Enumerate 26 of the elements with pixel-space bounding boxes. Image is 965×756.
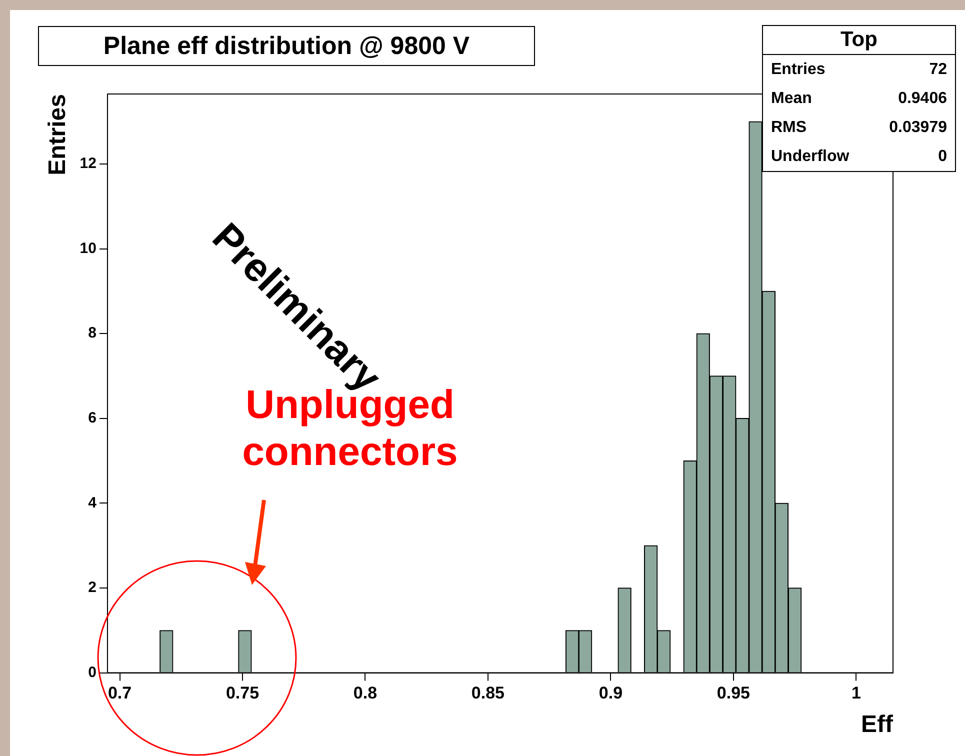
y-tick-label: 12 <box>80 155 96 172</box>
text: 0 <box>938 147 947 167</box>
y-tick-label: 10 <box>80 240 96 257</box>
y-axis-title: Entries <box>44 94 72 176</box>
text: Top <box>763 26 955 55</box>
x-tick-label: 0.75 <box>226 684 260 703</box>
text: 72 <box>929 60 947 80</box>
annotation: 0.03979 <box>889 118 947 138</box>
text: Entries <box>771 60 826 80</box>
annotation: RMS <box>771 118 807 138</box>
annotation: Underflow <box>771 147 850 167</box>
chart-title: Plane eff distribution @ 9800 V <box>38 26 535 66</box>
y-tick-label: 4 <box>88 494 98 512</box>
x-axis-title: Eff <box>861 711 894 738</box>
text: 0.9406 <box>898 89 947 109</box>
x-tick-label: 0.85 <box>471 684 505 703</box>
x-tick-label: 0.9 <box>598 684 623 703</box>
x-tick-label: 0.8 <box>353 684 378 703</box>
y-tick-label: 0 <box>88 664 96 681</box>
y-tick-label: 8 <box>88 324 96 342</box>
y-tick-label: 6 <box>88 410 96 427</box>
y-tick-label: 2 <box>88 579 96 596</box>
annotation: Mean <box>771 89 812 109</box>
x-tick-label: 0.95 <box>716 684 750 703</box>
x-tick-label: 0.7 <box>108 684 132 703</box>
x-tick-label: 1 <box>851 684 861 703</box>
